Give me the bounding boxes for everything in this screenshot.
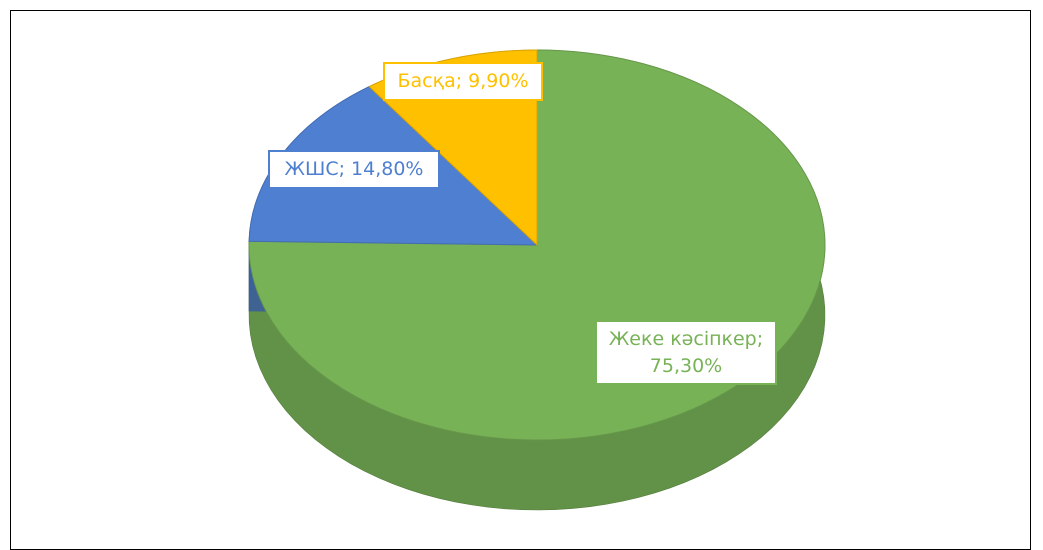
data-label: Жеке кәсіпкер; 75,30% [595,320,777,386]
data-label: ЖШС; 14,80% [268,150,440,189]
data-label: Басқа; 9,90% [383,62,543,101]
